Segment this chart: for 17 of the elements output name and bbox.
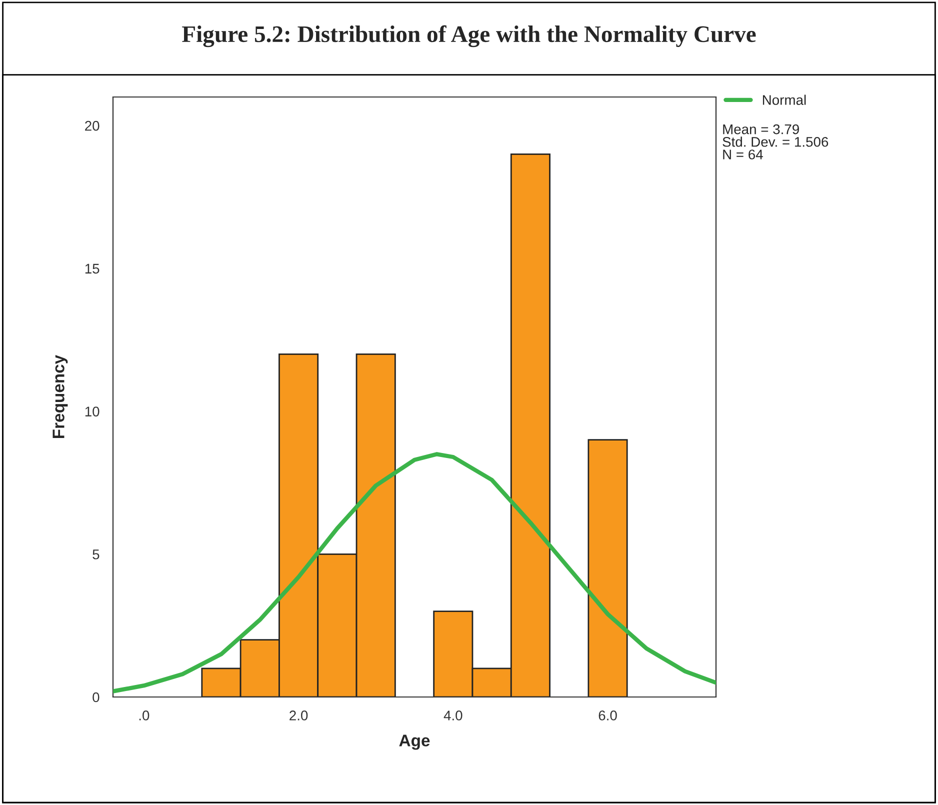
x-tick-label: .0 xyxy=(139,710,150,720)
chart-title: Figure 5.2: Distribution of Age with the Normality Curve xyxy=(182,25,756,48)
y-tick-label: 15 xyxy=(85,264,100,274)
x-axis-title: Age xyxy=(399,734,430,750)
line-series xyxy=(113,452,716,694)
x-tick-label: 2.0 xyxy=(290,710,308,720)
text: Mean = 3.79 xyxy=(723,124,799,134)
x-tick-label: 6.0 xyxy=(598,710,617,720)
y-tick-label: 0 xyxy=(92,692,100,702)
text: Std. Dev. = 1.506 xyxy=(722,136,828,147)
text: N = 64 xyxy=(723,150,763,160)
y-tick-label: 10 xyxy=(85,406,100,416)
x-tick-label: 4.0 xyxy=(444,710,462,720)
y-axis-title: Frequency xyxy=(52,354,68,438)
y-tick-label: 5 xyxy=(92,550,100,560)
legend-label: Normal xyxy=(762,94,806,105)
y-tick-label: 20 xyxy=(85,120,100,131)
